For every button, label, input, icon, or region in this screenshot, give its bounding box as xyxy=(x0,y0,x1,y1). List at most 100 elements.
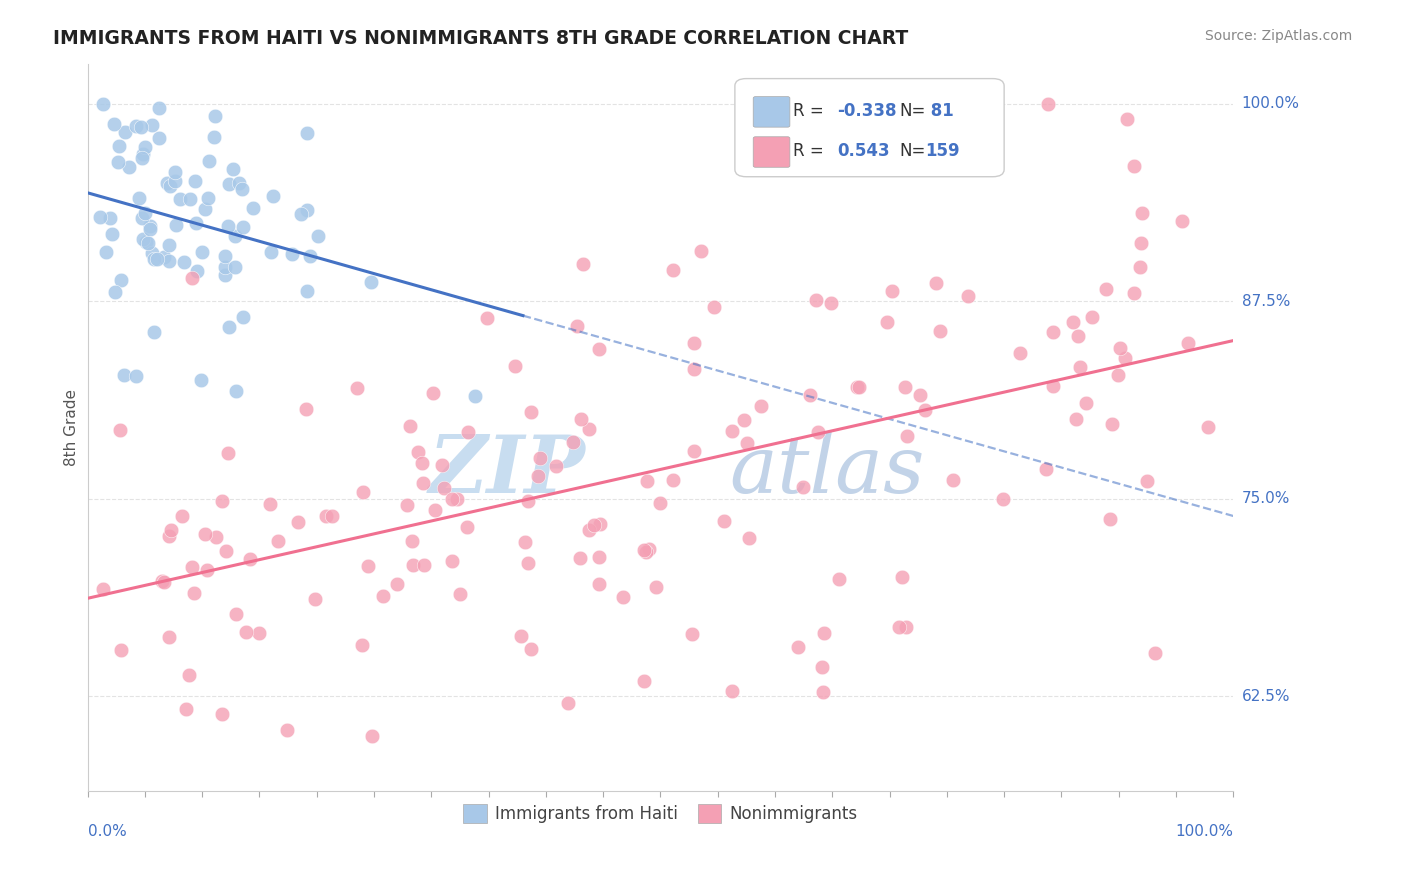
Point xyxy=(956,289,979,303)
Point xyxy=(217,219,239,233)
Point xyxy=(153,575,176,590)
Point xyxy=(896,428,918,442)
Point xyxy=(262,189,284,203)
Point xyxy=(396,498,419,512)
Text: R =: R = xyxy=(793,103,830,120)
Point xyxy=(195,563,218,577)
Point xyxy=(110,423,132,437)
Point xyxy=(399,419,422,434)
Point xyxy=(138,219,160,234)
Point xyxy=(1080,310,1102,324)
FancyBboxPatch shape xyxy=(754,96,790,128)
Point xyxy=(1129,260,1152,274)
Point xyxy=(401,534,423,549)
Point xyxy=(787,640,810,654)
Point xyxy=(683,444,706,458)
Point xyxy=(186,263,208,277)
Point xyxy=(1107,368,1129,383)
Point xyxy=(681,627,703,641)
Point xyxy=(876,315,898,329)
Point xyxy=(578,422,600,436)
Point xyxy=(515,535,537,549)
Point xyxy=(887,620,910,634)
Text: ZIP: ZIP xyxy=(429,433,586,510)
Point xyxy=(114,125,136,139)
Point xyxy=(165,218,187,232)
Point xyxy=(735,435,758,450)
Point xyxy=(184,216,207,230)
Point xyxy=(297,126,319,140)
Point xyxy=(259,245,281,260)
Point xyxy=(202,130,225,145)
Point xyxy=(179,193,201,207)
Point xyxy=(799,388,821,402)
Point xyxy=(132,147,155,161)
Point xyxy=(517,494,540,508)
Point xyxy=(117,161,139,175)
Point xyxy=(134,206,156,220)
Point xyxy=(991,491,1014,506)
Point xyxy=(721,684,744,698)
Point xyxy=(713,514,735,528)
Point xyxy=(588,342,610,356)
Point xyxy=(503,359,526,373)
Point xyxy=(565,318,588,333)
Point xyxy=(169,192,191,206)
Point xyxy=(235,625,257,640)
Point xyxy=(637,542,659,557)
Point xyxy=(159,179,181,194)
Point xyxy=(928,325,950,339)
Point xyxy=(108,138,131,153)
Point xyxy=(148,101,170,115)
Point xyxy=(141,118,163,132)
Point xyxy=(211,707,233,722)
Point xyxy=(128,191,150,205)
Point xyxy=(1042,325,1064,339)
Point xyxy=(104,285,127,300)
Point xyxy=(1197,420,1219,434)
Point xyxy=(1074,396,1097,410)
Point xyxy=(125,119,148,133)
Point xyxy=(1177,336,1199,351)
Point xyxy=(1064,412,1087,426)
Point xyxy=(218,177,240,191)
Point xyxy=(516,556,538,570)
Point xyxy=(441,553,464,567)
Point xyxy=(544,459,567,474)
Point xyxy=(588,577,610,591)
Point xyxy=(110,643,132,657)
Point xyxy=(228,176,250,190)
Point xyxy=(132,232,155,246)
Point xyxy=(173,255,195,269)
Point xyxy=(578,523,600,537)
Point xyxy=(142,325,165,339)
Point xyxy=(446,492,468,507)
Point xyxy=(153,250,176,264)
Point xyxy=(569,412,592,426)
Point xyxy=(807,425,830,439)
Point xyxy=(412,476,434,491)
Point xyxy=(910,388,932,402)
Text: R =: R = xyxy=(793,143,830,161)
Point xyxy=(129,120,152,135)
Point xyxy=(89,210,111,224)
Point xyxy=(702,300,724,314)
Point xyxy=(738,532,761,546)
Point xyxy=(357,559,380,574)
Text: atlas: atlas xyxy=(730,433,925,510)
Point xyxy=(510,630,533,644)
Text: N=: N= xyxy=(900,143,927,161)
Point xyxy=(914,402,936,417)
Point xyxy=(239,552,262,566)
Point xyxy=(165,165,187,179)
Point xyxy=(281,247,304,261)
Point xyxy=(180,271,202,285)
Text: 75.0%: 75.0% xyxy=(1241,491,1289,506)
Point xyxy=(1143,646,1166,660)
Point xyxy=(143,252,166,266)
Point xyxy=(690,244,713,258)
Point xyxy=(1122,159,1144,173)
Point xyxy=(276,723,298,737)
Point xyxy=(1008,346,1031,360)
Point xyxy=(925,277,948,291)
